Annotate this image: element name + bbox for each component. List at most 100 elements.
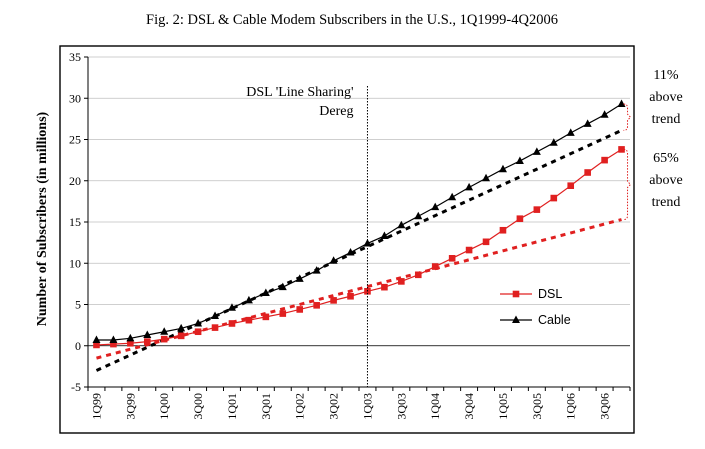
- dsl-point: [448, 255, 456, 262]
- cable-point: [278, 282, 287, 291]
- gap-annotation: 11%: [653, 68, 678, 83]
- cable-point: [126, 333, 135, 342]
- legend-label: Cable: [538, 313, 571, 327]
- dsl-point: [160, 335, 168, 343]
- x-tick-label: 3Q00: [191, 393, 205, 420]
- x-tick-label: 1Q99: [89, 393, 103, 420]
- cable-point: [617, 99, 626, 108]
- x-tick-label: 3Q99: [123, 393, 137, 420]
- cable-point: [498, 164, 507, 173]
- dsl-point: [211, 324, 219, 331]
- dsl-point: [330, 297, 337, 304]
- y-tick-label: 30: [69, 91, 81, 105]
- dsl-point: [431, 263, 439, 270]
- y-tick-label: 25: [69, 133, 81, 147]
- x-tick-label: 3Q01: [259, 393, 273, 420]
- cable-point: [397, 220, 406, 229]
- gap-annotation: trend: [652, 112, 681, 127]
- y-tick-label: 20: [69, 174, 81, 188]
- dsl-point: [110, 340, 117, 348]
- gridlines: [88, 56, 630, 388]
- x-tick-label: 1Q03: [360, 393, 374, 420]
- dsl-point: [143, 338, 151, 345]
- dsl-point: [533, 206, 541, 213]
- cable-point: [109, 335, 118, 343]
- dsl-point: [398, 278, 405, 285]
- dsl-point: [618, 146, 625, 153]
- legend-label: DSL: [538, 287, 562, 301]
- cable-point: [92, 335, 101, 343]
- dsl-point: [414, 271, 422, 279]
- y-tick-label: 35: [69, 50, 81, 64]
- cable-point: [549, 138, 558, 146]
- x-tick-label: 3Q04: [462, 393, 476, 420]
- legend-marker: [512, 315, 520, 323]
- legend-marker: [512, 290, 520, 298]
- dsl-point: [245, 316, 253, 324]
- x-tick-label: 3Q02: [327, 393, 341, 420]
- dereg-label: Dereg: [319, 104, 353, 119]
- dsl-point: [567, 182, 575, 189]
- dsl-point: [499, 226, 507, 234]
- gap-annotation: 65%: [653, 151, 679, 166]
- dsl-point: [381, 283, 388, 291]
- trend-lines: [95, 129, 623, 372]
- cable-point: [532, 147, 541, 155]
- cable-point: [329, 256, 338, 264]
- data-series: [92, 99, 626, 349]
- dsl-point: [584, 169, 591, 176]
- cable-point: [227, 303, 236, 311]
- gap-annotation: trend: [652, 195, 681, 210]
- x-tick-label: 1Q01: [225, 393, 239, 420]
- chart-frame: [59, 45, 635, 434]
- cable-point: [312, 266, 321, 274]
- dsl-point: [93, 341, 100, 349]
- cable-point: [346, 248, 355, 256]
- dsl-point: [465, 246, 473, 254]
- gap-annotation: above: [649, 90, 682, 105]
- y-tick-label: 10: [69, 256, 81, 270]
- y-axis-label: Number of Subscribers (in millions): [35, 111, 50, 326]
- y-tick-label: 15: [69, 215, 81, 229]
- y-tick-label: 0: [75, 339, 81, 353]
- x-tick-label: 1Q04: [428, 393, 442, 420]
- cable-point: [244, 295, 253, 304]
- cable-point: [177, 323, 186, 332]
- x-tick-label: 1Q05: [496, 393, 510, 420]
- x-tick-label: 3Q06: [598, 393, 612, 420]
- cable-point: [448, 192, 457, 201]
- dsl-point: [601, 156, 608, 164]
- x-tick-label: 1Q00: [157, 393, 171, 420]
- y-tick-label: -5: [71, 380, 81, 394]
- dsl-point: [482, 238, 490, 246]
- cable-point: [211, 311, 220, 320]
- dsl-point: [228, 320, 236, 327]
- dsl-point: [313, 302, 320, 309]
- dsl-point: [347, 292, 354, 300]
- gap-annotation: above: [649, 173, 682, 188]
- chart-title: Fig. 2: DSL & Cable Modem Subscribers in…: [146, 12, 558, 28]
- cable-point: [261, 288, 270, 296]
- x-tick-label: 3Q03: [394, 393, 408, 420]
- x-tick-label: 1Q06: [564, 393, 578, 420]
- dsl-point: [177, 332, 185, 340]
- cable-point: [482, 173, 491, 182]
- legend: DSL Cable: [500, 287, 571, 327]
- cable-point: [143, 330, 152, 339]
- vertical-marker: DSL 'Line Sharing' Dereg: [246, 85, 368, 387]
- dsl-point: [516, 215, 524, 222]
- dsl-point: [194, 328, 202, 336]
- dereg-label: DSL 'Line Sharing': [246, 85, 353, 100]
- annotations: 11% above trend 65% above trend: [623, 68, 683, 221]
- x-tick-label: 1Q02: [293, 393, 307, 420]
- cable-point: [380, 231, 389, 240]
- cable-point: [414, 211, 423, 220]
- cable-point: [295, 274, 304, 282]
- dsl-point: [550, 194, 558, 202]
- x-tick-label: 3Q05: [530, 393, 544, 420]
- cable-point: [600, 110, 609, 118]
- cable-point: [194, 318, 203, 327]
- cable-point: [465, 182, 474, 191]
- gap-brace: [623, 148, 632, 221]
